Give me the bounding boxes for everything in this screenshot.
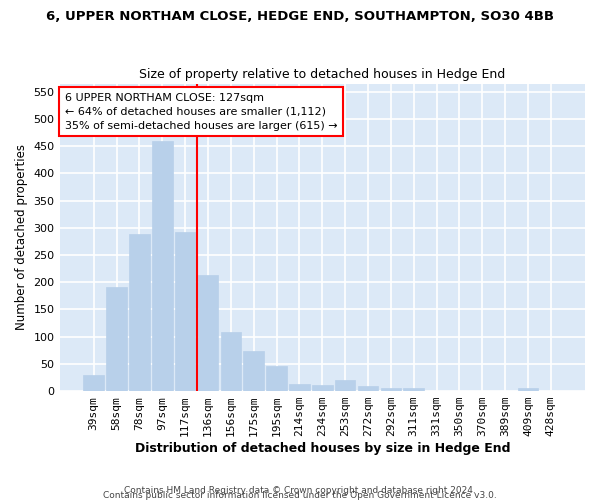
Bar [175,232,196,391]
Bar [152,140,173,391]
Bar [198,275,218,391]
Bar [83,375,104,391]
Text: Contains public sector information licensed under the Open Government Licence v3: Contains public sector information licen… [103,490,497,500]
Title: Size of property relative to detached houses in Hedge End: Size of property relative to detached ho… [139,68,505,81]
Bar [518,388,538,391]
Bar [358,386,378,391]
Bar [335,380,355,391]
Y-axis label: Number of detached properties: Number of detached properties [15,144,28,330]
Bar [129,234,150,391]
Text: 6 UPPER NORTHAM CLOSE: 127sqm
← 64% of detached houses are smaller (1,112)
35% o: 6 UPPER NORTHAM CLOSE: 127sqm ← 64% of d… [65,93,337,131]
Bar [106,286,127,391]
Bar [289,384,310,391]
Bar [403,388,424,391]
X-axis label: Distribution of detached houses by size in Hedge End: Distribution of detached houses by size … [134,442,510,455]
Bar [312,384,332,391]
Bar [380,388,401,391]
Bar [221,332,241,391]
Bar [244,351,264,391]
Text: Contains HM Land Registry data © Crown copyright and database right 2024.: Contains HM Land Registry data © Crown c… [124,486,476,495]
Text: 6, UPPER NORTHAM CLOSE, HEDGE END, SOUTHAMPTON, SO30 4BB: 6, UPPER NORTHAM CLOSE, HEDGE END, SOUTH… [46,10,554,23]
Bar [266,366,287,391]
